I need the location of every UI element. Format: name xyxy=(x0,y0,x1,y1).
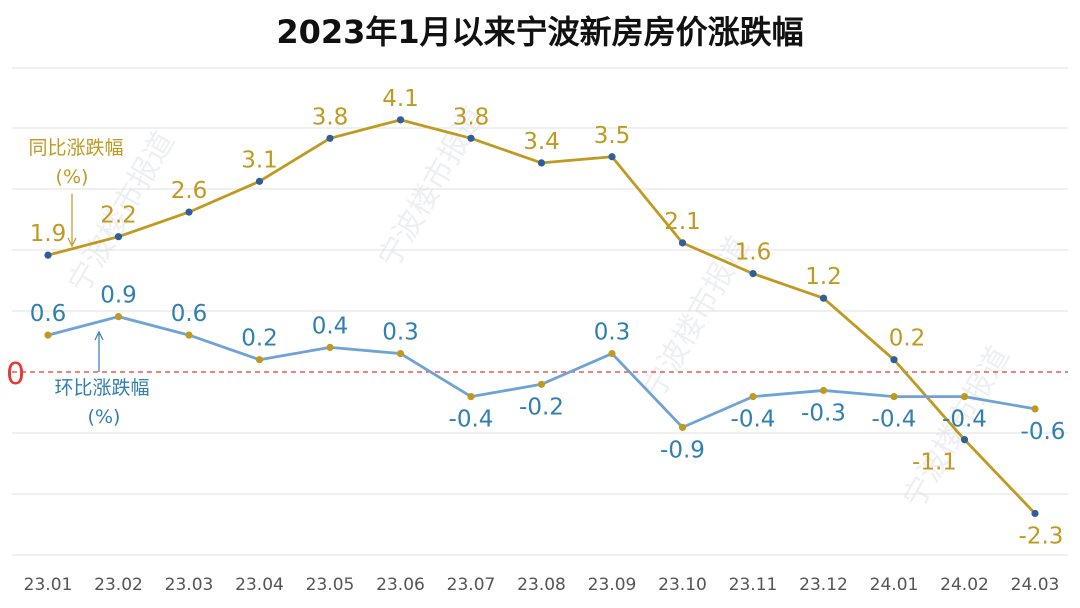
x-tick-label: 23.10 xyxy=(658,575,707,595)
x-tick-label: 23.11 xyxy=(729,575,778,595)
data-point xyxy=(890,356,898,364)
x-tick-label: 24.02 xyxy=(940,575,989,595)
data-point xyxy=(1031,509,1039,518)
x-tick-label: 23.04 xyxy=(235,575,284,595)
chart-title: 2023年1月以来宁波新房房价涨跌幅 xyxy=(276,13,803,51)
x-tick-label: 24.03 xyxy=(1011,575,1060,595)
data-label: 0.3 xyxy=(382,320,419,346)
x-tick-label: 23.09 xyxy=(588,575,637,595)
data-point xyxy=(608,349,616,358)
zero-label: 0 xyxy=(6,357,25,392)
data-label: -0.4 xyxy=(942,407,987,433)
data-point xyxy=(678,423,687,431)
data-label: -0.6 xyxy=(1021,419,1066,445)
data-point xyxy=(44,331,52,339)
data-label: 2.2 xyxy=(100,203,137,229)
data-label: -0.4 xyxy=(731,407,776,433)
data-point xyxy=(114,233,123,241)
x-axis-ticks: 23.01 23.02 23.03 23.04 23.05 23.06 23.07 23.08… xyxy=(24,575,1060,595)
data-point xyxy=(396,116,405,124)
data-point xyxy=(819,294,828,302)
series-layer: 1.9 2.2 2.6 3.1 3.8 4.1 3.8 3.4 3.5 2.1 1.6 1.2 0.2 -… xyxy=(30,86,1066,550)
data-label: 2.1 xyxy=(664,209,701,235)
data-label: 0.4 xyxy=(312,313,349,339)
data-label: -0.3 xyxy=(801,400,846,426)
data-label: -2.3 xyxy=(1019,523,1064,549)
data-label: 3.1 xyxy=(241,147,278,173)
data-point xyxy=(678,239,687,247)
x-tick-label: 23.08 xyxy=(517,575,566,595)
x-tick-label: 23.03 xyxy=(165,575,214,595)
data-label: 0.6 xyxy=(30,301,67,327)
data-point xyxy=(114,313,123,321)
data-label: -0.4 xyxy=(449,407,494,433)
data-label: 0.6 xyxy=(171,301,208,327)
data-label: 0.2 xyxy=(241,326,278,352)
data-point xyxy=(960,436,969,444)
legend-yoy-name: 同比涨跌幅 xyxy=(28,137,123,159)
data-label: 0.9 xyxy=(100,283,137,309)
data-label: 3.8 xyxy=(312,104,349,130)
data-point xyxy=(255,177,264,185)
data-label: 3.8 xyxy=(453,104,490,130)
data-point xyxy=(44,251,52,259)
x-tick-label: 23.02 xyxy=(94,575,143,595)
series-mom: 0.6 0.9 0.6 0.2 0.4 0.3 -0.4 -0.2 0.3 -0.9 -0.4 -0.… xyxy=(30,283,1066,464)
x-tick-label: 23.01 xyxy=(24,575,73,595)
data-point xyxy=(537,380,546,388)
legend-mom-arrowhead xyxy=(94,330,104,341)
data-point xyxy=(467,134,475,142)
x-tick-label: 23.05 xyxy=(306,575,355,595)
data-point xyxy=(185,208,193,216)
data-label: 1.6 xyxy=(735,240,772,266)
data-label: -1.1 xyxy=(912,450,957,476)
series-yoy: 1.9 2.2 2.6 3.1 3.8 4.1 3.8 3.4 3.5 2.1 1.6 1.2 0.2 -… xyxy=(30,86,1064,550)
legend-yoy: 同比涨跌幅 (%) xyxy=(28,137,124,248)
x-tick-label: 23.06 xyxy=(376,575,425,595)
data-point xyxy=(819,386,828,395)
legend-mom: 环比涨跌幅 (%) xyxy=(54,330,150,428)
data-label: 2.6 xyxy=(171,178,208,204)
data-point xyxy=(960,393,969,401)
legend-mom-name: 环比涨跌幅 xyxy=(54,377,149,399)
data-label: 0.3 xyxy=(594,320,631,346)
grid-lines xyxy=(12,67,1068,556)
data-point xyxy=(185,331,193,339)
x-tick-label: 24.01 xyxy=(870,575,919,595)
legend-yoy-arrowhead xyxy=(67,237,77,248)
data-point xyxy=(396,349,405,358)
data-label: 1.2 xyxy=(805,264,842,290)
legend-yoy-unit: (%) xyxy=(56,166,89,188)
data-point xyxy=(537,159,546,167)
data-point xyxy=(255,356,264,364)
data-label: 4.1 xyxy=(382,86,419,112)
legend-mom-unit: (%) xyxy=(88,406,121,428)
x-tick-label: 23.07 xyxy=(447,575,496,595)
data-point xyxy=(608,153,616,161)
data-point xyxy=(749,270,757,278)
data-label: -0.4 xyxy=(872,407,917,433)
data-point xyxy=(1031,405,1039,413)
data-label: -0.2 xyxy=(519,394,564,420)
data-label: 3.4 xyxy=(523,129,560,155)
data-point xyxy=(326,134,334,142)
data-point xyxy=(890,393,898,401)
x-tick-label: 23.12 xyxy=(799,575,848,595)
data-point xyxy=(749,393,757,401)
data-point xyxy=(467,393,475,401)
data-label: 3.5 xyxy=(594,123,631,149)
data-label: -0.9 xyxy=(660,437,705,463)
data-label: 0.2 xyxy=(889,326,926,352)
data-label: 1.9 xyxy=(30,221,67,247)
data-point xyxy=(326,343,334,351)
